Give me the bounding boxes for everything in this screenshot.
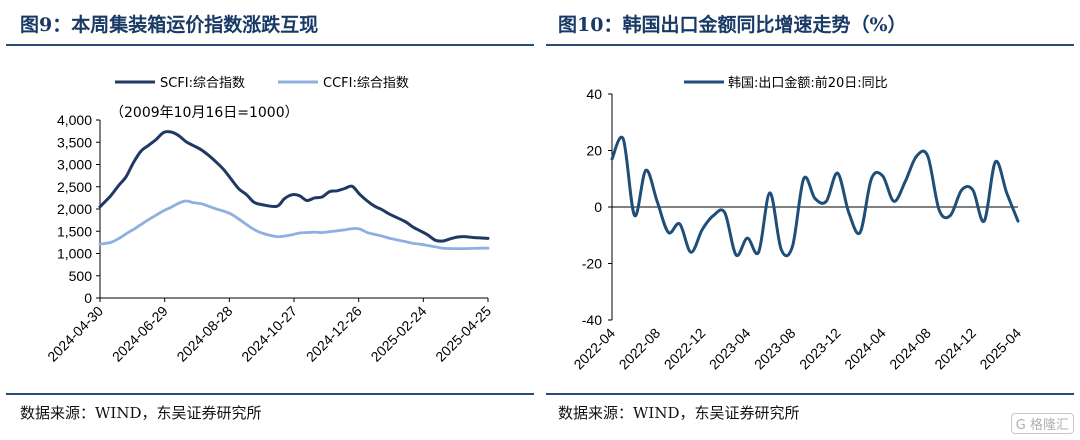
y-tick-label: -20 [582, 256, 602, 272]
y-tick-label: 1,000 [57, 246, 92, 262]
y-tick-label: -40 [582, 312, 602, 328]
data-source: 数据来源：WIND，东吴证券研究所 [558, 404, 800, 422]
watermark-logo: G 格隆汇 [1010, 413, 1074, 434]
series-line [98, 130, 490, 243]
x-tick-label: 2024-10-27 [238, 303, 300, 365]
x-tick-label: 2024-08-28 [173, 303, 235, 365]
x-tick-label: 2024-12 [931, 325, 979, 373]
x-tick-label: 2023-04 [706, 325, 754, 373]
x-tick-label: 2024-08 [886, 325, 934, 373]
y-tick-label: 2,500 [57, 179, 92, 195]
x-tick-label: 2024-04-30 [44, 303, 106, 365]
y-tick-label: 20 [586, 143, 602, 159]
data-source: 数据来源：WIND，东吴证券研究所 [20, 404, 262, 422]
y-tick-label: 0 [84, 290, 92, 306]
legend-label: 韩国:出口金额:前20日:同比 [728, 75, 888, 91]
source-divider [546, 393, 1074, 395]
x-tick-label: 2022-12 [661, 325, 709, 373]
x-tick-label: 2024-04 [841, 325, 889, 373]
x-tick-label: 2025-04-25 [432, 303, 494, 365]
x-tick-label: 2022-04 [570, 325, 618, 373]
x-tick-label: 2025-04 [976, 325, 1024, 373]
title-divider [546, 44, 1074, 46]
title-divider [6, 44, 534, 46]
left-panel: 图9：本周集装箱运价指数涨跌互现 0 500 1,000 1,500 2,000 2,50… [6, 14, 534, 422]
freight-index-chart: 0 500 1,000 1,500 2,000 2,500 3,000 3,500 4,000 2… [44, 76, 494, 365]
x-tick-label: 2024-06-29 [109, 303, 171, 365]
x-tick-label: 2023-12 [796, 325, 844, 373]
y-tick-label: 3,000 [57, 157, 92, 173]
legend-label: SCFI:综合指数 [160, 76, 245, 91]
y-tick-label: 0 [594, 199, 602, 215]
chart-title: 图10：韩国出口金额同比增速走势（%） [558, 14, 907, 36]
y-tick-label: 4,000 [57, 112, 92, 128]
y-tick-label: 1,500 [57, 223, 92, 239]
x-tick-label: 2022-08 [616, 325, 664, 373]
y-tick-label: 40 [586, 86, 602, 102]
x-tick-label: 2024-12-26 [303, 303, 365, 365]
chart-title: 图9：本周集装箱运价指数涨跌互现 [20, 14, 319, 36]
x-tick-label: 2025-02-24 [367, 303, 429, 365]
chart-annotation: （2009年10月16日=1000） [110, 105, 299, 121]
series-line [98, 199, 490, 251]
source-divider [6, 393, 534, 395]
right-panel: 图10：韩国出口金额同比增速走势（%） -40 -20 0 20 40 2022-04 20… [540, 0, 1080, 440]
series-line [610, 135, 1020, 258]
x-tick-label: 2023-08 [751, 325, 799, 373]
y-tick-label: 3,500 [57, 134, 92, 150]
y-tick-label: 2,000 [57, 201, 92, 217]
legend-label: CCFI:综合指数 [323, 76, 409, 91]
y-tick-label: 500 [69, 268, 93, 284]
korea-export-chart: -40-20020402022-042022-082022-122023-042… [570, 75, 1024, 373]
